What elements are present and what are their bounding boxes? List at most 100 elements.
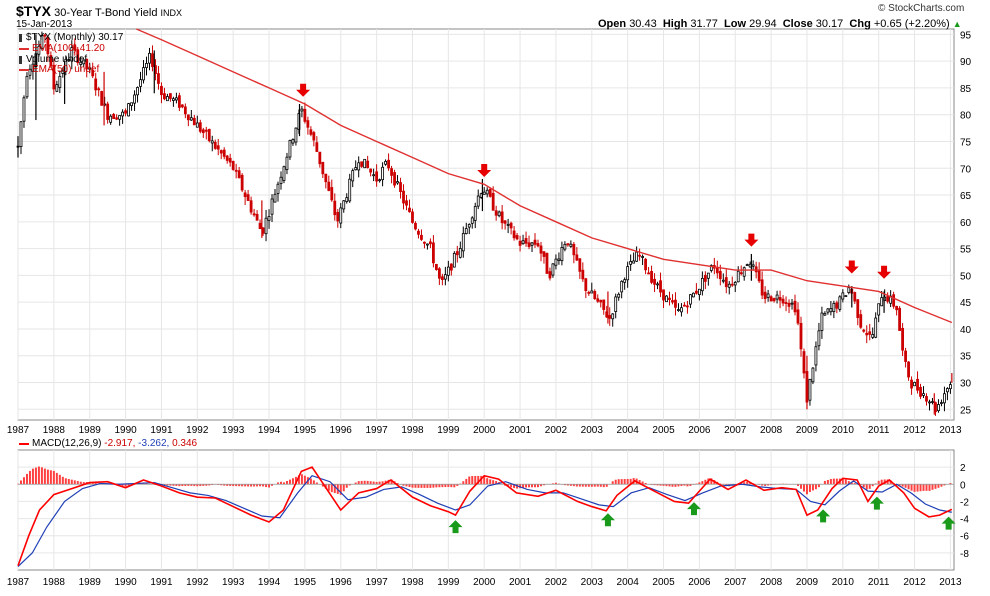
candle-body <box>157 74 159 84</box>
macd-hist-bar <box>468 477 470 485</box>
candle-body <box>498 212 500 216</box>
candle-body <box>680 308 682 312</box>
y-tick-label-price: 75 <box>960 137 972 148</box>
down-arrow-icon <box>296 84 310 97</box>
candle-body <box>943 394 945 403</box>
candle-body <box>585 279 587 291</box>
candle-body <box>414 223 416 229</box>
candle-body <box>854 293 856 302</box>
candle-body <box>731 284 733 285</box>
macd-hist-bar <box>289 480 291 485</box>
x-tick-label-macd: 2008 <box>760 577 783 588</box>
candle-body <box>397 182 399 183</box>
macd-hist-bar <box>812 484 814 490</box>
candle-body <box>391 169 393 176</box>
y-tick-label-price: 55 <box>960 245 972 256</box>
candle-body <box>627 267 629 280</box>
y-tick-label-price: 85 <box>960 84 972 95</box>
candle-body <box>471 218 473 223</box>
macd-hist-bar <box>911 484 913 490</box>
candle-body <box>20 122 22 147</box>
candle-body <box>686 306 688 307</box>
volume-bars-icon <box>19 56 22 64</box>
candle-body <box>734 282 736 285</box>
macd-hist-bar <box>408 484 410 487</box>
macd-hist-bar <box>420 484 422 488</box>
candle-body <box>193 118 195 124</box>
macd-hist-bar <box>74 480 76 484</box>
macd-hist-bar <box>265 484 267 487</box>
candle-body <box>937 404 939 410</box>
macd-hist-bar <box>71 480 73 485</box>
candle-body <box>591 291 593 293</box>
symbol: $TYX <box>16 3 51 19</box>
candle-body <box>845 296 847 297</box>
candle-body <box>250 201 252 212</box>
candle-body <box>833 303 835 311</box>
candle-body <box>441 277 443 280</box>
candle-body <box>770 297 772 301</box>
candle-body <box>812 368 814 382</box>
macd-hist-bar <box>343 484 345 491</box>
candle-body <box>343 201 345 209</box>
candle-body <box>429 242 431 244</box>
x-tick-label-price: 1990 <box>114 425 137 436</box>
up-arrow-icon <box>816 509 830 522</box>
macd-hist-bar <box>411 484 413 487</box>
candle-body <box>725 278 727 287</box>
macd-hist-bar <box>44 469 46 485</box>
candle-body <box>163 94 165 99</box>
x-tick-label-macd: 2009 <box>796 577 819 588</box>
candle-body <box>597 299 599 301</box>
macd-hist-bar <box>827 480 829 484</box>
candle-body <box>869 332 871 335</box>
y-tick-label-macd: 0 <box>960 480 966 491</box>
candle-body <box>247 195 249 201</box>
candle-body <box>612 314 614 319</box>
macd-hist-bar <box>361 481 363 484</box>
macd-hist-bar <box>471 476 473 484</box>
candle-body <box>878 304 880 315</box>
candle-body <box>603 300 605 310</box>
macd-hist-bar <box>358 481 360 484</box>
macd-hist-bar <box>815 484 817 489</box>
candle-body <box>376 172 378 181</box>
macd-hist-bar <box>462 481 464 484</box>
macd-hist-bar <box>923 484 925 491</box>
candle-body <box>842 293 844 299</box>
candle-body <box>949 385 951 389</box>
candle-body <box>468 224 470 227</box>
candle-body <box>857 300 859 318</box>
x-tick-label-macd: 2013 <box>939 577 962 588</box>
x-tick-label-macd: 1999 <box>437 577 460 588</box>
candle-body <box>522 241 524 244</box>
candle-body <box>513 231 515 238</box>
candle-body <box>438 269 440 278</box>
candle-body <box>235 170 237 171</box>
candle-body <box>609 315 611 318</box>
legend-price: $TYX (Monthly) 30.17 <box>19 32 123 43</box>
red-line-icon <box>19 48 29 50</box>
candle-body <box>931 401 933 402</box>
candle-body <box>534 240 536 244</box>
candle-body <box>148 53 150 63</box>
y-tick-label-price: 90 <box>960 57 972 68</box>
candle-body <box>917 379 919 390</box>
macd-hist-bar <box>35 468 37 485</box>
x-tick-label-price: 1992 <box>186 425 209 436</box>
candle-body <box>184 107 186 114</box>
x-tick-label-price: 1999 <box>437 425 460 436</box>
candle-body <box>689 295 691 304</box>
candle-body <box>728 284 730 287</box>
x-tick-label-macd: 2007 <box>724 577 747 588</box>
candle-body <box>56 85 58 92</box>
x-tick-label-macd: 1991 <box>150 577 173 588</box>
candle-body <box>594 291 596 298</box>
candle-body <box>394 173 396 186</box>
candle-body <box>110 116 112 122</box>
macd-hist-bar <box>937 484 939 488</box>
candle-body <box>893 295 895 307</box>
down-arrow-icon <box>845 260 859 273</box>
x-tick-label-macd: 1998 <box>401 577 424 588</box>
